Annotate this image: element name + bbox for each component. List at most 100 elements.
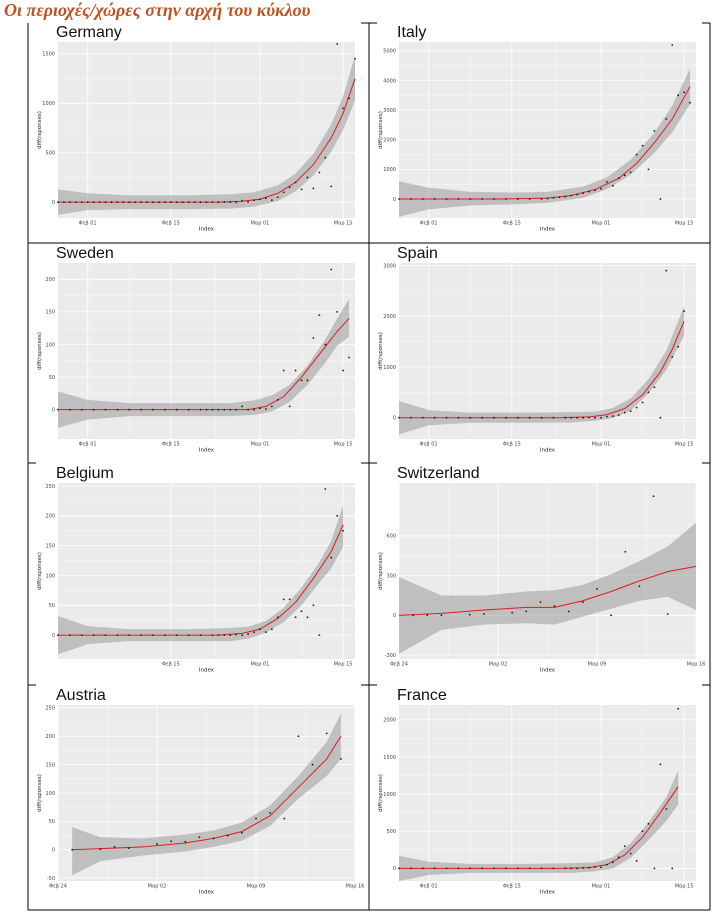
chart-panel-austria: Φεβ 24 Μαρ 02 Μαρ 09 Μαρ 16 -50 0 50 100 150 200 2…: [30, 685, 364, 896]
data-point: [158, 201, 160, 204]
data-point: [647, 391, 650, 394]
data-point: [624, 550, 627, 553]
data-point: [558, 196, 561, 199]
y-tick-label: 1500: [42, 52, 55, 58]
x-axis-title: Index: [540, 448, 556, 454]
data-point: [440, 614, 443, 617]
data-point: [127, 847, 130, 849]
y-tick-label: 2000: [383, 314, 396, 320]
data-point: [336, 514, 339, 517]
data-point: [99, 848, 102, 851]
data-point: [666, 613, 669, 615]
chart-italy: Φεβ 01 Φεβ 15 Μαρ 01 Μαρ 15 0 1000 2000 3000 400…: [378, 24, 696, 233]
chart-panel-germany: Φεβ 01 Φεβ 15 Μαρ 01 Μαρ 15 0 500 1000 1500 Inde…: [30, 22, 360, 233]
x-tick-label: Μαρ 01: [592, 884, 611, 890]
data-point: [493, 198, 495, 200]
y-tick-label: 0: [393, 613, 396, 619]
x-axis-title: Index: [540, 890, 556, 896]
data-point: [270, 405, 273, 408]
data-point: [193, 201, 196, 204]
data-point: [665, 118, 668, 120]
data-point: [164, 408, 166, 411]
data-point: [638, 585, 641, 588]
fit-line: [58, 318, 350, 411]
data-point: [187, 408, 190, 411]
x-tick-label: Μαρ 15: [334, 662, 353, 668]
chart-france: Φεβ 01 Φεβ 15 Μαρ 01 Μαρ 15 0 500 1000 1500 2000…: [378, 687, 696, 896]
y-tick-label: 1500: [383, 755, 396, 761]
data-point: [553, 605, 556, 607]
data-point: [330, 556, 333, 559]
y-tick-label: 150: [45, 762, 55, 768]
data-point: [152, 634, 154, 637]
data-point: [270, 199, 273, 202]
data-point: [212, 837, 215, 840]
data-point: [71, 848, 74, 851]
data-point: [629, 171, 632, 174]
data-point: [211, 201, 214, 204]
data-point: [617, 856, 620, 859]
data-point: [104, 634, 107, 637]
y-tick-label: 1000: [383, 167, 396, 173]
data-point: [300, 610, 303, 613]
x-tick-label: Φεβ 01: [79, 221, 97, 227]
data-point: [318, 314, 321, 317]
data-point: [134, 201, 137, 204]
data-point: [312, 337, 315, 339]
y-tick-label: 50: [49, 819, 55, 825]
fit-line: [399, 321, 685, 419]
page-title: Οι περιοχές/χώρες στην αρχή του κύκλου: [4, 0, 311, 20]
data-point: [600, 416, 602, 419]
data-point: [528, 416, 531, 419]
data-point: [610, 614, 613, 617]
data-point: [611, 861, 614, 864]
x-tick-label: Φεβ 15: [162, 221, 180, 227]
chart-panel-spain: Φεβ 01 Φεβ 15 Μαρ 01 Μαρ 15 0 1000 2000 3000 Ind…: [371, 243, 701, 454]
x-tick-label: Μαρ 15: [675, 442, 694, 448]
chart-panel-france: Φεβ 01 Φεβ 15 Μαρ 01 Μαρ 15 0 500 1000 1500 2000…: [371, 685, 701, 896]
data-point: [211, 634, 214, 637]
data-point: [540, 198, 543, 200]
x-axis-title: Index: [540, 227, 556, 233]
data-point: [199, 201, 202, 204]
y-tick-label: 0: [52, 407, 55, 413]
data-point: [276, 196, 279, 199]
y-axis-title: diff(rsponses): [37, 774, 43, 812]
data-point: [445, 198, 448, 200]
data-point: [205, 201, 208, 204]
data-point: [493, 416, 495, 419]
x-tick-label: Μαρ 15: [675, 221, 694, 227]
data-point: [481, 198, 484, 200]
data-point: [140, 201, 143, 204]
data-point: [342, 529, 345, 532]
data-point: [229, 408, 232, 411]
data-point: [570, 416, 573, 419]
data-point: [175, 408, 178, 411]
confidence-band: [72, 713, 341, 876]
confidence-band: [399, 306, 685, 435]
y-tick-label: 0: [393, 197, 396, 203]
x-tick-label: Φεβ 01: [420, 221, 438, 227]
data-point: [80, 201, 83, 204]
data-point: [223, 634, 226, 637]
data-point: [421, 198, 424, 200]
fit-line: [58, 78, 356, 203]
y-tick-label: 200: [45, 277, 55, 283]
plot-background: [399, 42, 696, 218]
data-point: [336, 43, 339, 45]
y-tick-label: 600: [386, 534, 396, 540]
data-point: [247, 408, 249, 411]
data-point: [282, 598, 285, 601]
data-point: [409, 416, 412, 419]
data-point: [635, 153, 638, 156]
data-point: [683, 310, 686, 313]
data-point: [223, 408, 226, 411]
chart-panel-italy: Φεβ 01 Φεβ 15 Μαρ 01 Μαρ 15 0 1000 2000 3000 400…: [371, 22, 701, 233]
data-point: [241, 405, 244, 408]
data-point: [677, 94, 680, 97]
data-point: [68, 408, 71, 411]
x-tick-label: Μαρ 01: [592, 221, 611, 227]
data-point: [623, 174, 626, 177]
data-point: [80, 408, 83, 411]
x-tick-label: Μαρ 01: [251, 662, 270, 668]
